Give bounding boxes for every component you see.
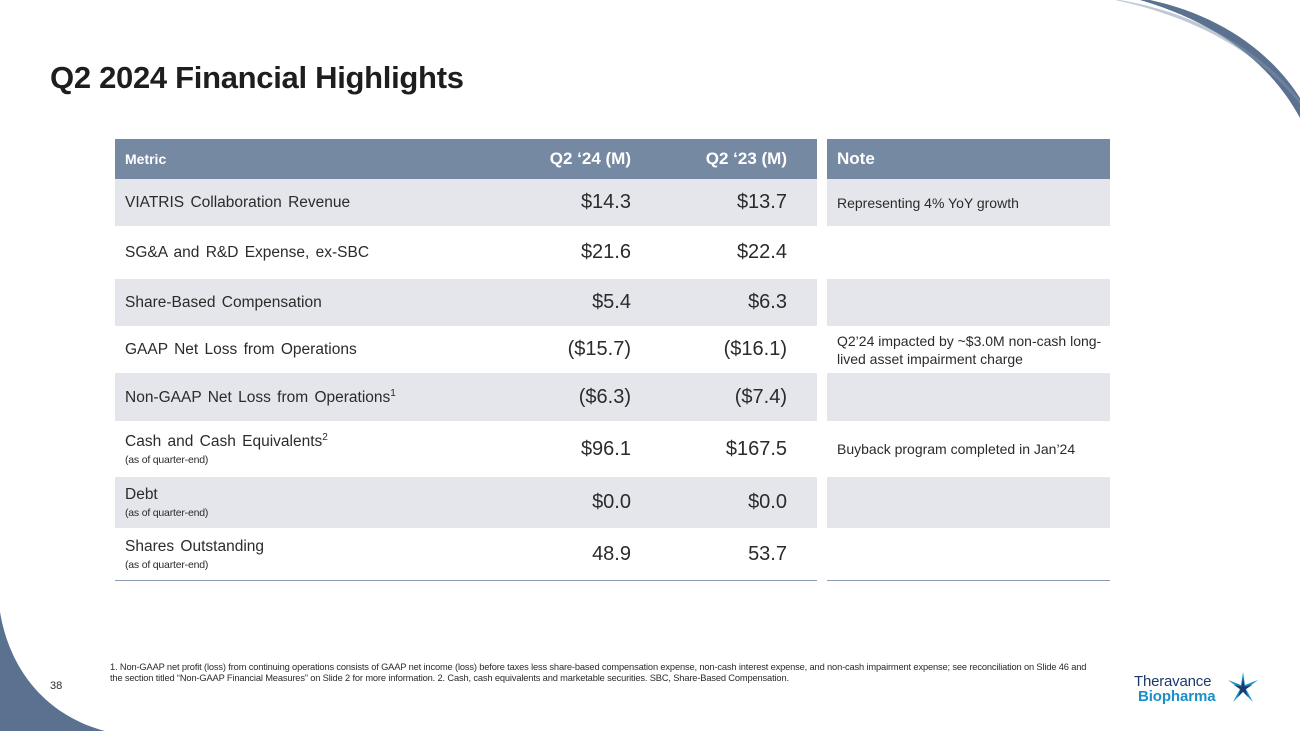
value-q2-24: $0.0	[592, 491, 631, 513]
metric-label: GAAP Net Loss from Operations	[125, 340, 357, 358]
table-header-row: Metric Q2 ‘24 (M) Q2 ‘23 (M) Note	[115, 139, 1110, 179]
value-q2-23: 53.7	[748, 542, 787, 565]
metric-label: Non-GAAP Net Loss from Operations	[125, 388, 391, 406]
table-row: Debt (as of quarter-end) $0.0 $0.0	[115, 477, 1110, 528]
logo-text-line2: Biopharma	[1138, 688, 1216, 705]
table-row: Cash and Cash Equivalents2 (as of quarte…	[115, 421, 1110, 477]
company-logo: Theravance Biopharma	[1134, 672, 1269, 708]
value-q2-23: ($7.4)	[734, 385, 787, 408]
starburst-icon	[1228, 672, 1258, 702]
table-row: Non-GAAP Net Loss from Operations1 ($6.3…	[115, 373, 1110, 421]
financial-table: Metric Q2 ‘24 (M) Q2 ‘23 (M) Note VIATRI…	[115, 139, 1110, 581]
metric-label: Share-Based Compensation	[125, 293, 322, 311]
metric-subtext: (as of quarter-end)	[125, 558, 209, 571]
value-q2-23: $13.7	[736, 191, 787, 213]
table-row: SG&A and R&D Expense, ex-SBC $21.6 $22.4	[115, 226, 1110, 279]
metric-subtext: (as of quarter-end)	[125, 507, 209, 519]
value-q2-24: $14.3	[580, 191, 631, 213]
table-bottom-rule	[115, 580, 817, 581]
value-q2-24: $21.6	[580, 241, 631, 263]
bottom-left-arc	[0, 612, 105, 731]
logo-text-line1: Theravance	[1134, 673, 1212, 690]
value-q2-24: 48.9	[592, 542, 631, 565]
value-q2-24: ($6.3)	[578, 385, 631, 408]
row-note: Representing 4% YoY growth	[837, 194, 1019, 211]
footnote-ref: 1	[390, 387, 396, 399]
footnote-ref: 2	[322, 432, 328, 443]
page-number: 38	[50, 680, 63, 692]
top-right-arc-thin	[1115, 0, 1300, 104]
value-q2-23: $22.4	[736, 241, 787, 263]
table-bottom-rule	[827, 580, 1110, 581]
top-right-arc	[1140, 0, 1300, 118]
row-note: Buyback program completed in Jan’24	[837, 441, 1076, 457]
table-row: Share-Based Compensation $5.4 $6.3	[115, 279, 1110, 326]
metric-subtext: (as of quarter-end)	[125, 454, 209, 466]
metric-label: Cash and Cash Equivalents	[125, 433, 323, 450]
header-q2-24: Q2 ‘24 (M)	[549, 149, 631, 168]
row-note: Q2’24 impacted by ~$3.0M non-cash long-l…	[837, 332, 1102, 367]
header-q2-23: Q2 ‘23 (M)	[705, 149, 787, 168]
value-q2-24: ($15.7)	[567, 338, 631, 360]
header-note: Note	[837, 149, 875, 168]
metric-label: VIATRIS Collaboration Revenue	[125, 193, 351, 211]
metric-label: Shares Outstanding	[125, 537, 265, 555]
value-q2-23: ($16.1)	[723, 338, 787, 360]
metric-label: SG&A and R&D Expense, ex-SBC	[125, 243, 370, 261]
table-row: VIATRIS Collaboration Revenue $14.3 $13.…	[115, 179, 1110, 226]
value-q2-23: $167.5	[725, 437, 787, 460]
value-q2-24: $5.4	[592, 291, 631, 313]
value-q2-23: $0.0	[748, 491, 787, 513]
table-row: Shares Outstanding (as of quarter-end) 4…	[115, 528, 1110, 580]
value-q2-23: $6.3	[748, 291, 787, 313]
page-title: Q2 2024 Financial Highlights	[50, 60, 464, 95]
metric-label: Debt	[125, 486, 158, 503]
table-row: GAAP Net Loss from Operations ($15.7) ($…	[115, 326, 1110, 373]
header-metric: Metric	[125, 151, 167, 167]
value-q2-24: $96.1	[580, 437, 631, 460]
footnote: 1. Non-GAAP net profit (loss) from conti…	[110, 662, 1087, 683]
